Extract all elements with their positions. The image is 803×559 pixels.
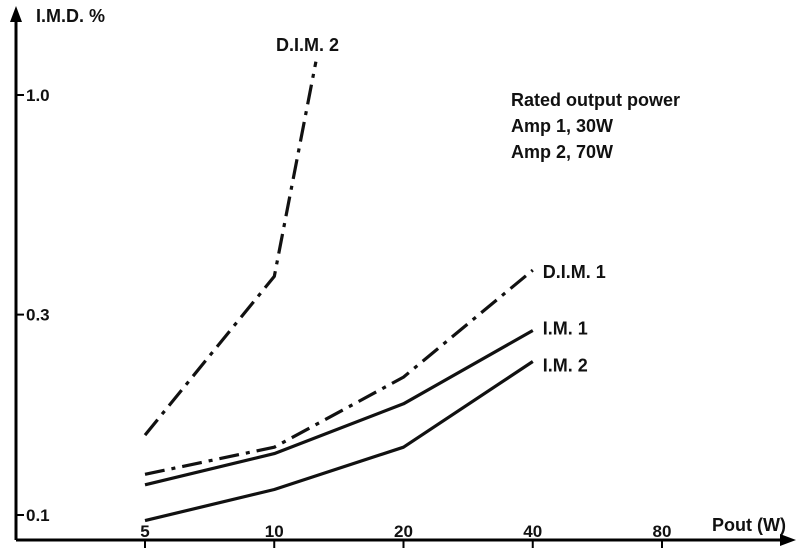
x-axis-title: Pout (W): [712, 515, 786, 535]
y-tick-label: 1.0: [26, 86, 50, 105]
series-line-i-m-1: [144, 329, 534, 487]
series-label: I.M. 2: [543, 355, 588, 375]
y-axis-title: I.M.D. %: [36, 6, 105, 26]
x-tick-label: 20: [394, 522, 413, 541]
series-line-i-m-2: [144, 360, 534, 523]
ticks-layer: 5 10 20 40 80 0.1 0.3 1.0: [16, 86, 671, 548]
x-tick-label: 40: [523, 522, 542, 541]
series-line-d-i-m-2: [143, 61, 318, 437]
x-tick-label: 10: [265, 522, 284, 541]
series-label: D.I.M. 1: [543, 262, 606, 282]
series-layer: [143, 61, 534, 523]
x-axis-arrow: [780, 534, 796, 546]
y-axis-arrow: [10, 6, 22, 22]
annotation-line-2: Amp 1, 30W: [511, 116, 613, 136]
series-labels: D.I.M. 2 D.I.M. 1 I.M. 1 I.M. 2: [276, 35, 606, 375]
x-tick-label: 80: [653, 522, 672, 541]
series-line-d-i-m-1: [144, 268, 534, 476]
y-tick-label: 0.3: [26, 306, 50, 325]
y-tick-label: 0.1: [26, 506, 50, 525]
x-tick-label: 5: [140, 522, 149, 541]
annotation-line-3: Amp 2, 70W: [511, 142, 613, 162]
series-label: I.M. 1: [543, 318, 588, 338]
series-label: D.I.M. 2: [276, 35, 339, 55]
annotation-line-1: Rated output power: [511, 90, 680, 110]
